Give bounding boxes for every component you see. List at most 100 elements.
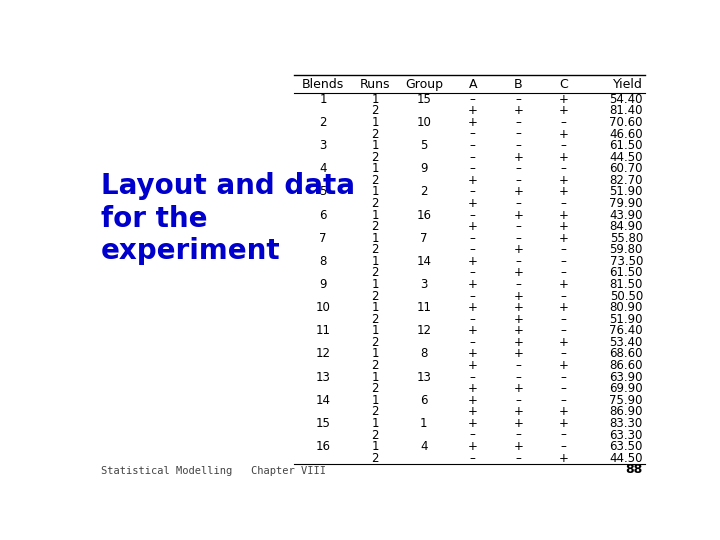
Text: +: + [468, 116, 477, 129]
Text: 2: 2 [372, 174, 379, 187]
Text: +: + [559, 174, 569, 187]
Text: 46.60: 46.60 [609, 127, 643, 140]
Text: 4: 4 [319, 162, 327, 176]
Text: 12: 12 [416, 325, 431, 338]
Text: 11: 11 [416, 301, 431, 314]
Text: 14: 14 [315, 394, 330, 407]
Text: –: – [561, 313, 567, 326]
Text: +: + [513, 208, 523, 221]
Text: 2: 2 [372, 382, 379, 395]
Text: Yield: Yield [613, 78, 643, 91]
Text: 63.30: 63.30 [610, 429, 643, 442]
Text: +: + [559, 451, 569, 465]
Text: 1: 1 [372, 347, 379, 361]
Text: 55.80: 55.80 [610, 232, 643, 245]
Text: –: – [561, 162, 567, 176]
Text: –: – [516, 451, 521, 465]
Text: 16: 16 [416, 208, 431, 221]
Text: –: – [516, 255, 521, 268]
Text: 1: 1 [372, 208, 379, 221]
Text: +: + [513, 406, 523, 419]
Text: 2: 2 [372, 197, 379, 210]
Text: 1: 1 [372, 301, 379, 314]
Text: +: + [559, 417, 569, 430]
Text: +: + [468, 278, 477, 291]
Text: –: – [469, 208, 476, 221]
Text: 1: 1 [372, 255, 379, 268]
Text: 10: 10 [416, 116, 431, 129]
Text: +: + [559, 232, 569, 245]
Text: 16: 16 [315, 440, 330, 453]
Text: +: + [559, 301, 569, 314]
Text: –: – [561, 325, 567, 338]
Text: +: + [513, 313, 523, 326]
Text: –: – [469, 232, 476, 245]
Text: 2: 2 [372, 313, 379, 326]
Text: 14: 14 [416, 255, 431, 268]
Text: 2: 2 [319, 116, 327, 129]
Text: 2: 2 [372, 127, 379, 140]
Text: 7: 7 [319, 232, 327, 245]
Text: 2: 2 [372, 359, 379, 372]
Text: 1: 1 [372, 417, 379, 430]
Text: 68.60: 68.60 [609, 347, 643, 361]
Text: 2: 2 [372, 244, 379, 256]
Text: –: – [469, 127, 476, 140]
Text: 1: 1 [372, 162, 379, 176]
Text: –: – [516, 93, 521, 106]
Text: 86.60: 86.60 [609, 359, 643, 372]
Text: –: – [469, 336, 476, 349]
Text: 5: 5 [420, 139, 428, 152]
Text: +: + [468, 255, 477, 268]
Text: 76.40: 76.40 [609, 325, 643, 338]
Text: 1: 1 [372, 139, 379, 152]
Text: –: – [561, 266, 567, 279]
Text: 86.90: 86.90 [609, 406, 643, 419]
Text: 3: 3 [420, 278, 428, 291]
Text: 2: 2 [372, 104, 379, 117]
Text: –: – [469, 429, 476, 442]
Text: –: – [469, 151, 476, 164]
Text: 2: 2 [372, 429, 379, 442]
Text: 63.50: 63.50 [610, 440, 643, 453]
Text: –: – [561, 116, 567, 129]
Text: +: + [559, 185, 569, 198]
Text: 1: 1 [372, 93, 379, 106]
Text: +: + [559, 93, 569, 106]
Text: 43.90: 43.90 [609, 208, 643, 221]
Text: +: + [513, 151, 523, 164]
Text: –: – [469, 244, 476, 256]
Text: –: – [469, 139, 476, 152]
Text: +: + [559, 151, 569, 164]
Text: 88: 88 [625, 463, 642, 476]
Text: 13: 13 [315, 370, 330, 383]
Text: –: – [561, 440, 567, 453]
Text: +: + [468, 325, 477, 338]
Text: 81.40: 81.40 [609, 104, 643, 117]
Text: 7: 7 [420, 232, 428, 245]
Text: –: – [561, 244, 567, 256]
Text: 9: 9 [420, 162, 428, 176]
Text: Layout and data
for the
experiment: Layout and data for the experiment [101, 172, 355, 265]
Text: +: + [513, 417, 523, 430]
Text: +: + [513, 104, 523, 117]
Text: +: + [559, 406, 569, 419]
Text: Group: Group [405, 78, 443, 91]
Text: 15: 15 [416, 93, 431, 106]
Text: +: + [559, 220, 569, 233]
Text: 2: 2 [372, 336, 379, 349]
Text: +: + [513, 185, 523, 198]
Text: –: – [469, 185, 476, 198]
Text: +: + [559, 104, 569, 117]
Text: 1: 1 [372, 232, 379, 245]
Text: –: – [469, 162, 476, 176]
Text: +: + [559, 359, 569, 372]
Text: +: + [559, 336, 569, 349]
Text: +: + [468, 104, 477, 117]
Text: C: C [559, 78, 568, 91]
Text: Statistical Modelling   Chapter VIII: Statistical Modelling Chapter VIII [101, 465, 326, 476]
Text: 1: 1 [372, 394, 379, 407]
Text: +: + [468, 359, 477, 372]
Text: 69.90: 69.90 [609, 382, 643, 395]
Text: B: B [514, 78, 523, 91]
